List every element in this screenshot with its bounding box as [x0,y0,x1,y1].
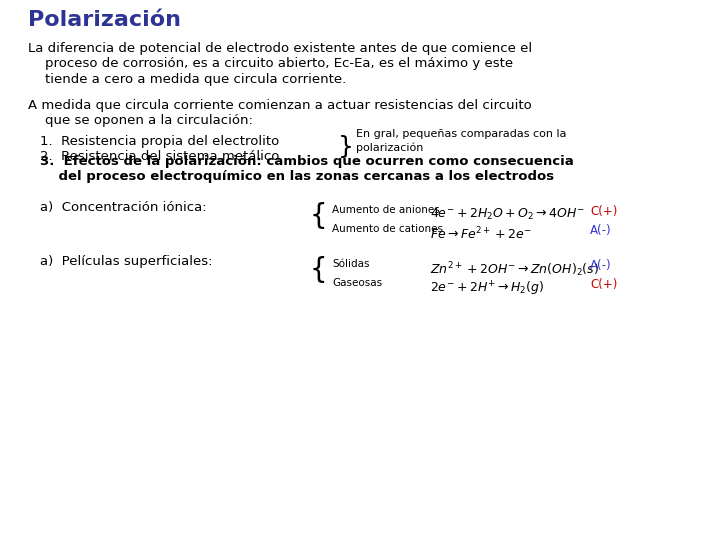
Text: {: { [310,256,328,285]
Text: 2.  Resistencia del sistema metálico: 2. Resistencia del sistema metálico [40,150,279,163]
Text: En gral, pequeñas comparadas con la
polarización: En gral, pequeñas comparadas con la pola… [356,129,567,153]
Text: $Zn^{2+}+2OH^{-}\rightarrow Zn(OH)_2(s)$: $Zn^{2+}+2OH^{-}\rightarrow Zn(OH)_2(s)$ [430,261,599,279]
Text: Aumento de aniones: Aumento de aniones [332,205,440,214]
Text: {: { [310,202,328,231]
Text: }: } [338,135,354,159]
Text: A medida que circula corriente comienzan a actuar resistencias del circuito: A medida que circula corriente comienzan… [28,98,532,111]
Text: 3.  Efectos de la polarización: cambios que ocurren como consecuencia: 3. Efectos de la polarización: cambios q… [40,154,574,167]
Text: $4e^{-}+2H_2O+O_2\rightarrow 4OH^{-}$: $4e^{-}+2H_2O+O_2\rightarrow 4OH^{-}$ [430,207,585,222]
Text: 1.  Resistencia propia del electrolito: 1. Resistencia propia del electrolito [40,134,279,147]
Text: C(+): C(+) [590,205,617,218]
Text: a)  Películas superficiales:: a) Películas superficiales: [40,255,212,268]
Text: tiende a cero a medida que circula corriente.: tiende a cero a medida que circula corri… [28,73,346,86]
Text: proceso de corrosión, es a circuito abierto, Ec-Ea, es el máximo y este: proceso de corrosión, es a circuito abie… [28,57,513,71]
Text: del proceso electroquímico en las zonas cercanas a los electrodos: del proceso electroquímico en las zonas … [40,170,554,183]
Text: $Fe\rightarrow Fe^{2+}+2e^{-}$: $Fe\rightarrow Fe^{2+}+2e^{-}$ [430,226,532,243]
Text: $2e^{-}+2H^{+}\rightarrow H_2(g)$: $2e^{-}+2H^{+}\rightarrow H_2(g)$ [430,280,544,299]
Text: A(-): A(-) [590,259,611,272]
Text: A(-): A(-) [590,224,611,237]
Text: C(+): C(+) [590,278,617,291]
Text: Aumento de cationes: Aumento de cationes [332,224,443,234]
Text: Sólidas: Sólidas [332,259,369,268]
Text: Gaseosas: Gaseosas [332,278,382,288]
Text: Polarización: Polarización [28,10,181,30]
Text: La diferencia de potencial de electrodo existente antes de que comience el: La diferencia de potencial de electrodo … [28,42,532,55]
Text: que se oponen a la circulación:: que se oponen a la circulación: [28,114,253,127]
Text: a)  Concentración iónica:: a) Concentración iónica: [40,201,207,214]
